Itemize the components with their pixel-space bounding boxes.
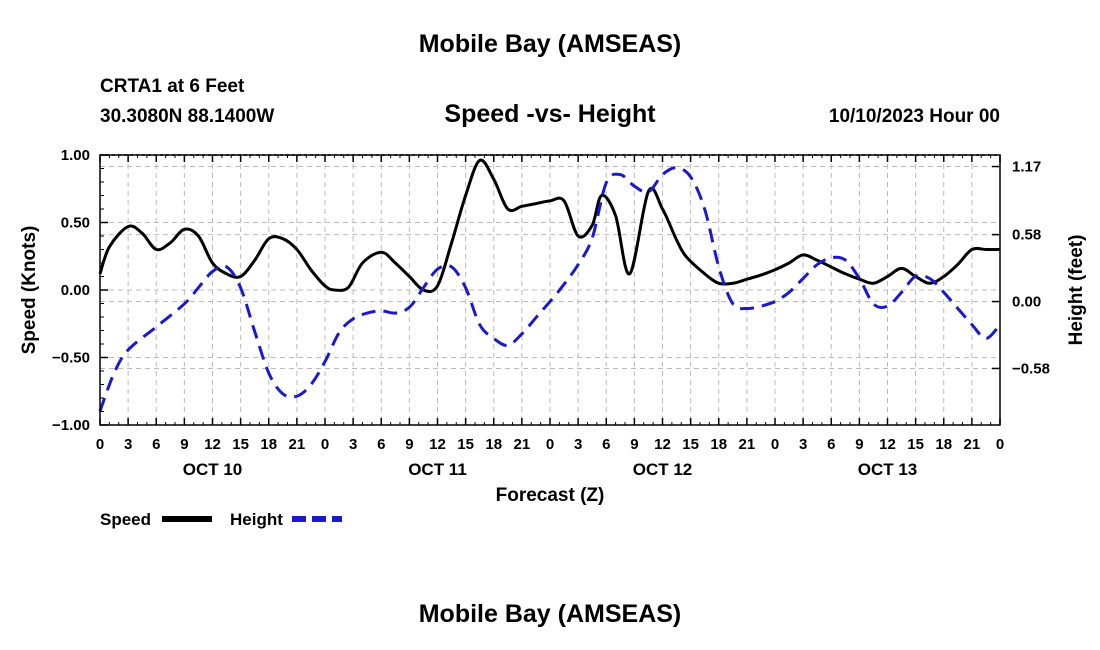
x-tick-label: 18 — [485, 436, 502, 453]
x-tick-label: 6 — [602, 436, 610, 453]
x-tick-label: 0 — [321, 436, 329, 453]
x-tick-label: 21 — [514, 436, 531, 453]
x-tick-label: 3 — [799, 436, 807, 453]
y2-tick-label: 1.17 — [1012, 159, 1041, 176]
x-tick-label: 9 — [855, 436, 863, 453]
chart-series — [98, 158, 1002, 412]
x-tick-label: 18 — [710, 436, 727, 453]
x-tick-label: 12 — [879, 436, 896, 453]
legend-label-speed: Speed — [100, 510, 151, 529]
y2-axis-title: Height (feet) — [1066, 235, 1087, 346]
x-tick-label: 21 — [964, 436, 981, 453]
x-tick-label: 18 — [935, 436, 952, 453]
x-tick-label: 6 — [827, 436, 835, 453]
y-tick-label: 1.00 — [61, 147, 90, 164]
x-tick-label: 15 — [457, 436, 474, 453]
x-tick-label: 21 — [289, 436, 306, 453]
x-day-label: OCT 13 — [858, 460, 918, 479]
y-tick-label: −1.00 — [52, 417, 90, 434]
station-label: CRTA1 at 6 Feet — [100, 76, 245, 97]
x-tick-label: 9 — [405, 436, 413, 453]
x-tick-label: 0 — [771, 436, 779, 453]
y2-tick-label: −0.58 — [1012, 360, 1050, 377]
x-tick-label: 12 — [429, 436, 446, 453]
x-tick-label: 9 — [180, 436, 188, 453]
y-tick-label: 0.50 — [61, 215, 90, 232]
chart-ticks — [99, 154, 1001, 426]
x-tick-label: 15 — [232, 436, 249, 453]
chart-repeat-title: Mobile Bay (AMSEAS) — [418, 600, 682, 628]
x-tick-label: 12 — [204, 436, 221, 453]
x-tick-label: 0 — [996, 436, 1004, 453]
x-axis-title: Forecast (Z) — [496, 485, 605, 506]
x-tick-label: 3 — [574, 436, 582, 453]
x-tick-label: 15 — [907, 436, 924, 453]
chart-labels: 0 3 6 9 12 15 18 21 0 3 6 9 12 15 18 21 0 3 6 9 12 15 18 21 0 3 6 9… — [19, 147, 1087, 506]
forecast-datetime: 10/10/2023 Hour 00 — [828, 106, 1000, 127]
station-coordinates: 30.3080N 88.1400W — [100, 106, 275, 127]
y2-tick-label: 0.00 — [1012, 294, 1041, 311]
x-tick-label: 6 — [377, 436, 385, 453]
x-day-label: OCT 11 — [408, 460, 467, 479]
y2-tick-label: 0.58 — [1012, 227, 1041, 244]
x-tick-label: 3 — [124, 436, 132, 453]
x-tick-label: 18 — [260, 436, 277, 453]
series-line-height — [98, 166, 1002, 412]
x-tick-label: 3 — [349, 436, 357, 453]
series-line-speed — [98, 158, 1000, 294]
legend-label-height: Height — [230, 510, 283, 529]
x-tick-label: 0 — [96, 436, 104, 453]
x-tick-label: 9 — [630, 436, 638, 453]
x-day-label: OCT 12 — [633, 460, 693, 479]
x-day-label: OCT 10 — [183, 460, 243, 479]
chart-subtitle: Speed -vs- Height — [444, 100, 656, 128]
speed-height-chart: 0 3 6 9 12 15 18 21 0 3 6 9 12 15 18 21 0 3 6 9 12 15 18 21 0 3 6 9… — [19, 147, 1087, 529]
x-tick-label: 15 — [682, 436, 699, 453]
x-tick-label: 12 — [654, 436, 671, 453]
x-tick-label: 21 — [739, 436, 756, 453]
chart-legend: Speed Height — [100, 510, 342, 529]
chart-main-title: Mobile Bay (AMSEAS) — [418, 30, 682, 58]
x-tick-label: 6 — [152, 436, 160, 453]
y-axis-title: Speed (Knots) — [19, 226, 40, 355]
x-tick-label: 0 — [546, 436, 554, 453]
y-tick-label: 0.00 — [61, 282, 90, 299]
y-tick-label: −0.50 — [52, 350, 90, 367]
